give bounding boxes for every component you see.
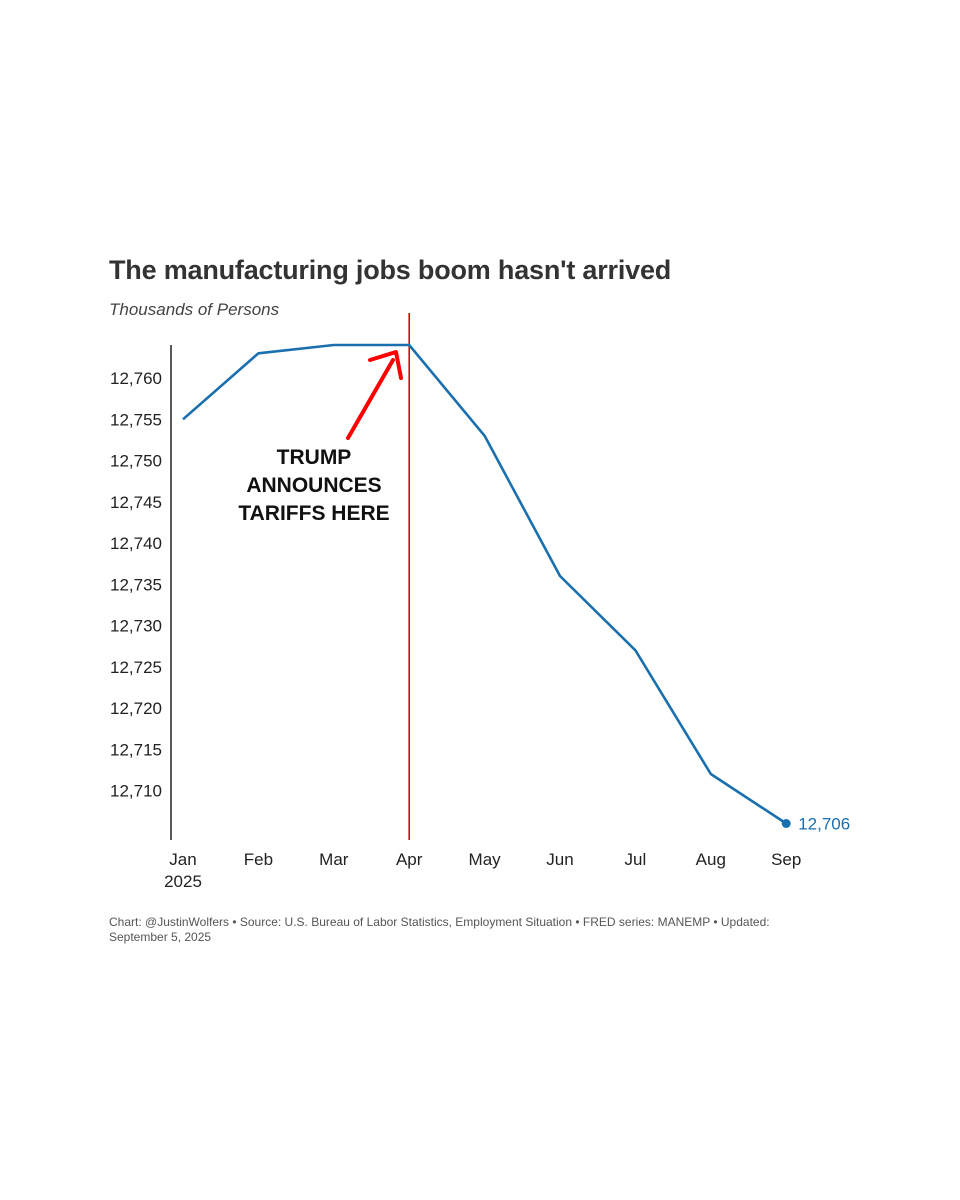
annotation-text-line: TARIFFS HERE [238, 502, 389, 525]
chart-source-note: Chart: @JustinWolfers • Source: U.S. Bur… [109, 915, 770, 944]
chart-subtitle: Thousands of Persons [109, 300, 280, 319]
y-tick-label: 12,740 [110, 534, 162, 553]
x-year-label: 2025 [164, 872, 202, 891]
annotation-arrow-shaft [346, 358, 395, 440]
y-tick-label: 12,710 [110, 782, 162, 801]
y-tick-label: 12,730 [110, 617, 162, 636]
x-tick-label: Aug [696, 850, 726, 869]
x-tick-label: Feb [244, 850, 273, 869]
y-tick-label: 12,755 [110, 410, 162, 429]
y-tick-label: 12,750 [110, 452, 162, 471]
x-tick-label: May [469, 850, 502, 869]
x-tick-label: Jun [546, 850, 573, 869]
x-tick-label: Sep [771, 850, 801, 869]
y-tick-label: 12,725 [110, 658, 162, 677]
y-tick-label: 12,735 [110, 575, 162, 594]
x-tick-label: Jan [169, 850, 196, 869]
end-value-label: 12,706 [798, 815, 850, 834]
x-tick-label: Apr [396, 850, 423, 869]
y-tick-label: 12,715 [110, 740, 162, 759]
x-tick-label: Mar [319, 850, 349, 869]
y-tick-label: 12,760 [110, 369, 162, 388]
chart-title: The manufacturing jobs boom hasn't arriv… [109, 255, 672, 285]
annotation-text-line: ANNOUNCES [246, 474, 381, 497]
end-point-marker [781, 819, 791, 828]
x-tick-label: Jul [625, 850, 647, 869]
annotation-text-line: TRUMP [277, 446, 352, 469]
annotation-arrow-head [368, 350, 403, 380]
y-tick-label: 12,745 [110, 493, 162, 512]
y-tick-label: 12,720 [110, 699, 162, 718]
series-line [182, 343, 787, 825]
